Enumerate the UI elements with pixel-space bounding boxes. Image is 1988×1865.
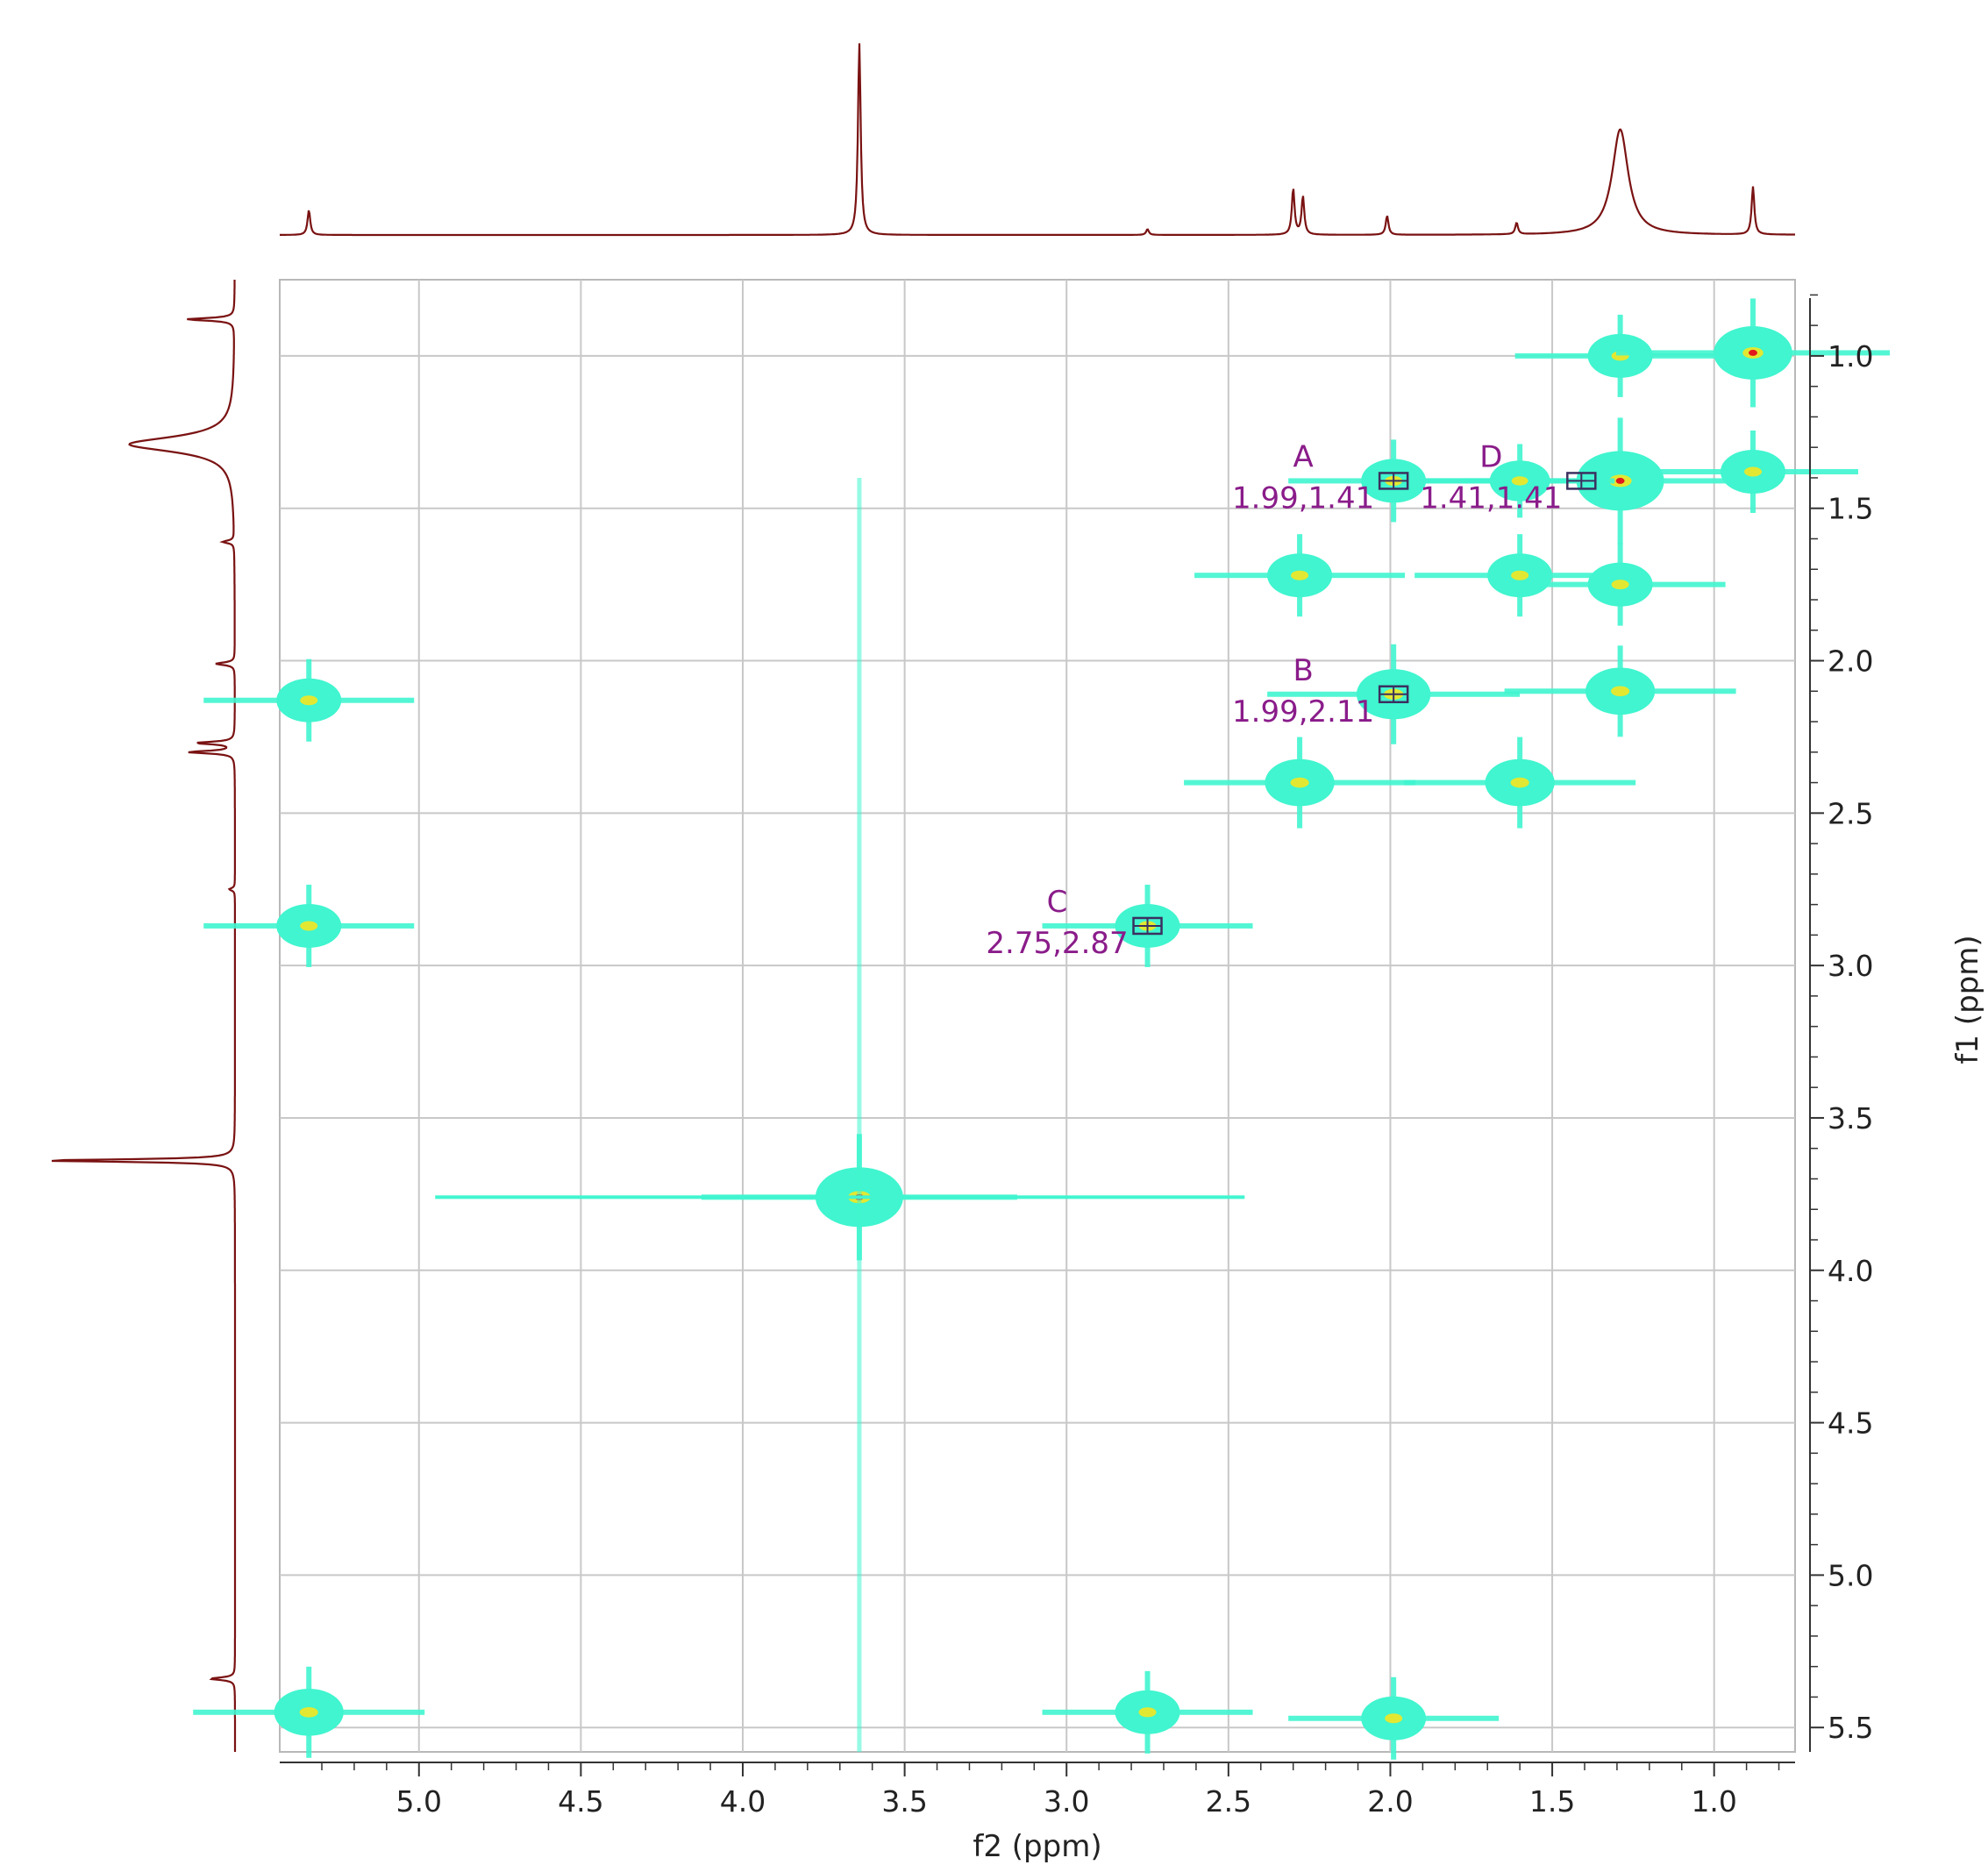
- cross-peak: [1504, 645, 1736, 737]
- annotation-b: B 1.99,2.11: [1232, 653, 1409, 730]
- cross-peak: [1194, 534, 1406, 617]
- annotation-coords: 1.41,1.41: [1420, 480, 1562, 516]
- cross-peak: [203, 884, 415, 967]
- x-tick-label: 1.0: [1691, 1784, 1736, 1819]
- cross-peak: [1462, 417, 1778, 545]
- plot-frame: [279, 279, 1796, 1753]
- cross-peak: [1425, 444, 1615, 518]
- x-tick-label: 2.0: [1367, 1784, 1413, 1819]
- annotation-coords: 1.99,2.11: [1232, 694, 1374, 730]
- peak-contour-mid: [1611, 686, 1630, 697]
- annotation-letter: A: [1293, 439, 1314, 474]
- grid-lines: [280, 280, 1795, 1752]
- y-tick-label: 2.0: [1828, 644, 1873, 679]
- left-projection-spectrum: [51, 280, 237, 1752]
- left-projection-trace: [51, 280, 237, 1752]
- annotation-letter: B: [1293, 653, 1313, 688]
- y-tick-label: 4.5: [1828, 1406, 1873, 1441]
- peak-contour-mid: [300, 695, 318, 706]
- x-tick-label: 3.5: [881, 1784, 927, 1819]
- x-axis-title: f2 (ppm): [973, 1829, 1101, 1864]
- cross-peak: [1514, 543, 1726, 626]
- peak-contour-mid: [1611, 580, 1629, 590]
- y-tick-label: 2.5: [1828, 796, 1873, 830]
- annotation-letter: D: [1479, 439, 1502, 474]
- cross-peak: [193, 1666, 425, 1758]
- peak-contour-mid: [1511, 570, 1529, 580]
- annotation-letter: C: [1047, 885, 1068, 920]
- annotation-a: A 1.99,1.41: [1232, 439, 1409, 516]
- peak-contour-high: [1615, 477, 1625, 484]
- y-tick-label: 3.5: [1828, 1101, 1873, 1135]
- peak-contour-mid: [1138, 1707, 1157, 1718]
- y-axis-title: f1 (ppm): [1950, 935, 1985, 1064]
- annotation-d: D 1.41,1.41: [1420, 439, 1597, 516]
- y-tick-label: 3.0: [1828, 949, 1873, 983]
- x-tick-label: 2.5: [1206, 1784, 1251, 1819]
- peak-t1-column: [857, 477, 862, 1752]
- cross-peak: [1042, 1670, 1253, 1754]
- peak-annotations: A 1.99,1.41 B 1.99,2.11 C 2.75,2.87 D 1.41,1.41: [986, 439, 1597, 961]
- cross-peak: [1288, 1676, 1500, 1760]
- cross-peak: [1648, 431, 1858, 513]
- peak-contour-mid: [1744, 466, 1762, 477]
- x-tick-label: 1.5: [1529, 1784, 1575, 1819]
- annotation-c: C 2.75,2.87: [986, 885, 1163, 961]
- x-axis: 5.0 4.5 4.0 3.5 3.0 2.5 2.0 1.5 1.0: [280, 1762, 1795, 1819]
- y-tick-label: 1.0: [1828, 339, 1873, 374]
- annotation-coords: 1.99,1.41: [1232, 480, 1374, 516]
- cross-peak: [203, 658, 415, 742]
- x-tick-label: 4.0: [720, 1784, 766, 1819]
- peak-contour-mid: [299, 1707, 318, 1718]
- peak-contour-mid: [300, 921, 318, 931]
- y-tick-label: 1.5: [1828, 492, 1873, 526]
- x-tick-label: 5.0: [396, 1784, 442, 1819]
- peak-t1-streak: [435, 1195, 1245, 1199]
- cross-peak: [1616, 298, 1890, 408]
- cross-peak: [1404, 737, 1636, 829]
- peak-contour-mid: [1291, 570, 1309, 580]
- top-projection-trace: [280, 43, 1795, 237]
- y-tick-label: 4.0: [1828, 1254, 1873, 1288]
- peak-contour-mid: [1290, 777, 1309, 788]
- x-tick-label: 4.5: [558, 1784, 603, 1819]
- y-axis: 1.0 1.5 2.0 2.5 3.0 3.5 4.0 4.5 5.0 5.5: [1809, 294, 1873, 1752]
- peak-contour-mid: [1511, 476, 1528, 486]
- annotation-coords: 2.75,2.87: [986, 926, 1128, 961]
- cross-peak: [1184, 737, 1416, 829]
- peak-contour-mid: [1385, 1713, 1403, 1724]
- cross-peak: [1514, 314, 1726, 397]
- y-tick-label: 5.0: [1828, 1558, 1873, 1592]
- y-tick-label: 5.5: [1828, 1711, 1873, 1745]
- x-tick-label: 3.0: [1044, 1784, 1089, 1819]
- top-projection-spectrum: [280, 43, 1795, 237]
- peak-contour-mid: [1510, 777, 1529, 788]
- peak-contour-high: [1749, 349, 1757, 356]
